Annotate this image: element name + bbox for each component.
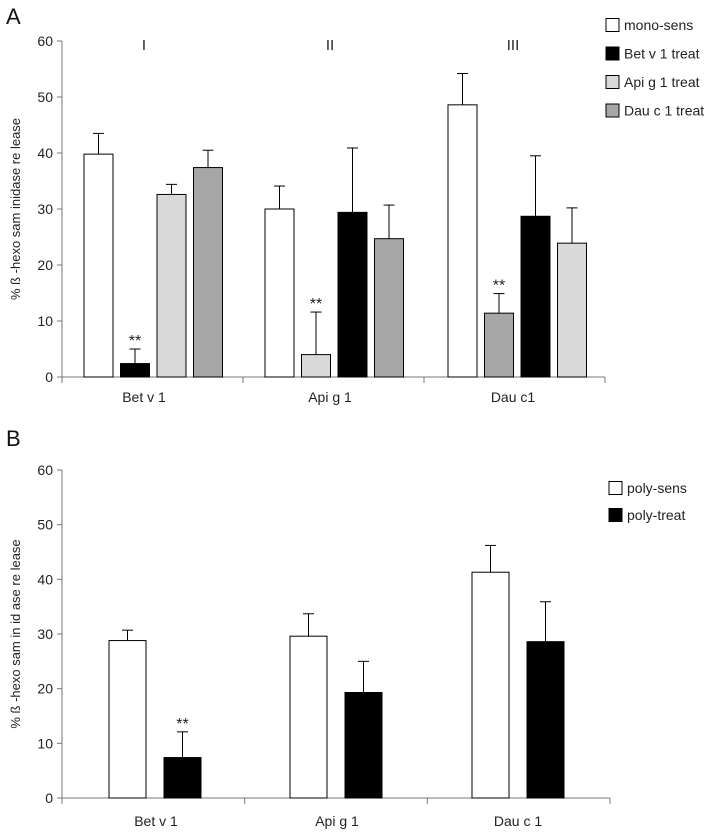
panel-b-y-tick-label: 40	[37, 571, 53, 587]
panel-b-significance-marker: **	[176, 716, 188, 733]
panel-a-group-label: I	[142, 37, 146, 54]
panel-b-legend: poly-sens poly-treat	[608, 480, 687, 523]
panel-a-y-tick-label: 50	[37, 89, 53, 105]
panel-a-category-label: Dau c1	[491, 389, 536, 405]
panel-a-bar	[520, 215, 551, 378]
panel-a-group-label: II	[326, 37, 334, 54]
panel-a-legend-swatch	[605, 103, 620, 118]
panel-a-bar	[83, 153, 114, 378]
panel-b-category-label: Dau c 1	[494, 813, 542, 829]
panel-b-bar	[163, 757, 202, 799]
panel-b-legend-label: poly-treat	[627, 507, 685, 523]
panel-a-legend-label: mono-sens	[624, 17, 693, 33]
panel-b-bars: **	[108, 544, 565, 799]
panel-a-legend-label: Bet v 1 treat	[624, 46, 700, 62]
panel-a-group-label: III	[507, 37, 520, 54]
panel-a-y-tick-label: 60	[37, 33, 53, 49]
panel-b-y-tick-label: 10	[37, 735, 53, 751]
panel-a-legend-label: Dau c 1 treat	[624, 103, 704, 119]
panel-b-category-label: Bet v 1	[134, 813, 178, 829]
panel-a-legend-swatch	[605, 46, 620, 61]
panel-a-y-tick-label: 30	[37, 201, 53, 217]
panel-a-bar	[484, 312, 514, 378]
panel-b-legend-swatch	[608, 481, 623, 495]
panel-a-bar	[374, 238, 404, 378]
panel-a-legend-label: Api g 1 treat	[624, 74, 700, 90]
panel-a-bar	[156, 193, 187, 378]
panel-b-bar	[471, 571, 510, 799]
panel-a-legend-swatch	[605, 18, 620, 32]
panel-a-bar	[264, 208, 295, 378]
panel-a-category-label: Api g 1	[308, 389, 352, 405]
panel-a-y-axis-label: % ß -hexo sam inidase re lease	[8, 118, 23, 300]
panel-a-bar	[193, 167, 223, 378]
panel-a: A % ß -hexo sam inidase re lease 0 10 20 30…	[6, 4, 704, 405]
panel-b-bar	[344, 691, 383, 799]
panel-b-legend-label: poly-sens	[627, 480, 687, 496]
panel-a-category-label: Bet v 1	[122, 389, 166, 405]
panel-a-bar	[557, 242, 587, 378]
panel-b-axes: 0 10 20 30 40 50 60 Bet v 1 Api g 1 Dau c 1	[37, 462, 611, 829]
panel-a-y-tick-label: 20	[37, 257, 53, 273]
panel-b-y-tick-label: 30	[37, 626, 53, 642]
panel-a-y-tick-label: 40	[37, 145, 53, 161]
panel-b-y-tick-label: 50	[37, 517, 53, 533]
panel-b-y-tick-label: 0	[45, 790, 53, 806]
panel-b-letter: B	[6, 426, 21, 451]
panel-a-y-tick-label: 10	[37, 313, 53, 329]
panel-b-category-label: Api g 1	[315, 813, 359, 829]
panel-a-bars: ** ** **	[83, 72, 587, 378]
panel-b-bar	[289, 635, 328, 799]
panel-a-bar	[337, 211, 368, 378]
panel-a-bar	[447, 104, 478, 378]
panel-b-y-tick-label: 60	[37, 462, 53, 478]
panel-a-legend: mono-sens Bet v 1 treat Api g 1 treat Dau c…	[605, 17, 704, 119]
panel-a-significance-marker: **	[493, 278, 505, 295]
panel-a-legend-swatch	[605, 75, 620, 89]
panel-a-bar	[301, 354, 331, 378]
panel-b-bar	[108, 640, 147, 799]
panel-b-y-axis-label: % ß -hexo sam in id ase re lease	[8, 539, 23, 728]
panel-a-significance-marker: **	[129, 333, 141, 350]
panel-a-letter: A	[6, 4, 21, 29]
panel-b-legend-swatch	[608, 508, 623, 522]
panel-b-bar	[526, 641, 565, 799]
panel-b-y-tick-label: 20	[37, 681, 53, 697]
panel-a-bar	[120, 363, 150, 378]
panel-a-y-tick-label: 0	[45, 369, 53, 385]
panel-b: B % ß -hexo sam in id ase re lease 0 10 20…	[6, 426, 687, 829]
panel-a-significance-marker: **	[310, 296, 322, 313]
